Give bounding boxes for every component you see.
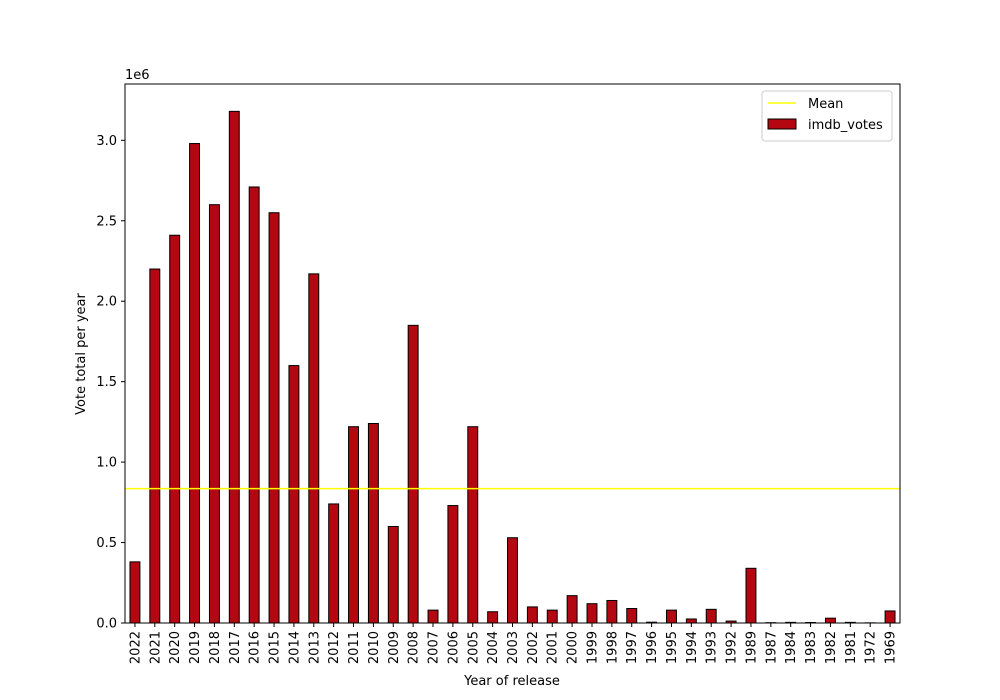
x-tick-label: 2007 (427, 631, 442, 664)
bar (328, 503, 340, 624)
x-tick-label: 2005 (466, 631, 481, 664)
x-tick-label: 1999 (585, 631, 600, 664)
bar (884, 610, 896, 624)
bar (467, 426, 479, 624)
x-tick-label: 2001 (546, 631, 561, 664)
x-tick-label: 2015 (268, 631, 283, 664)
bar (228, 110, 240, 624)
x-tick-label: 2019 (188, 631, 203, 664)
legend: Mean imdb_votes (761, 90, 893, 142)
bar (169, 234, 181, 624)
y-axis: 0.0 0.5 1.0 1.5 2.0 2.5 3.0 (96, 134, 125, 632)
x-tick-label: 1995 (665, 631, 680, 664)
bar-series-imdb-votes (129, 110, 896, 624)
y-tick-label: 0.0 (96, 617, 117, 632)
y-tick-label: 2.5 (96, 214, 117, 229)
x-tick-label: 2021 (148, 631, 163, 664)
bar (129, 561, 141, 624)
bar (586, 603, 598, 624)
x-tick-label: 1982 (824, 631, 839, 664)
x-tick-label: 1994 (685, 631, 700, 664)
bar (606, 599, 618, 624)
y-tick-label: 1.0 (96, 456, 117, 471)
bar (427, 609, 439, 624)
x-tick-label: 1987 (764, 631, 779, 664)
x-axis-label: Year of release (463, 674, 560, 689)
x-tick-label: 1997 (625, 631, 640, 664)
bar (685, 618, 697, 624)
bar (248, 186, 260, 624)
x-tick-label: 2003 (506, 631, 521, 664)
bar (666, 609, 677, 624)
bar (824, 617, 836, 624)
x-tick-label: 1981 (844, 631, 859, 664)
y-tick-label: 3.0 (96, 134, 117, 149)
bar (546, 609, 558, 624)
bar (208, 204, 220, 624)
x-tick-label: 1983 (804, 631, 819, 664)
bar (566, 595, 578, 624)
bar (348, 426, 359, 624)
bar (407, 324, 419, 624)
x-tick-label: 2012 (327, 631, 342, 664)
x-tick-label: 2006 (446, 631, 461, 664)
x-tick-label: 2010 (367, 631, 382, 664)
x-tick-label: 2014 (287, 631, 302, 664)
y-tick-label: 2.0 (96, 295, 117, 310)
bar (367, 422, 379, 624)
y-offset-label: 1e6 (125, 68, 150, 83)
x-tick-label: 1989 (744, 631, 759, 664)
x-tick-label: 1992 (725, 631, 740, 664)
x-tick-label: 1984 (784, 631, 799, 664)
x-tick-label: 2016 (248, 631, 263, 664)
legend-mean-label: Mean (808, 97, 843, 112)
y-tick-label: 1.5 (96, 375, 117, 390)
bar (745, 567, 757, 624)
plot-frame (124, 83, 901, 624)
x-tick-label: 1998 (605, 631, 620, 664)
bar (268, 212, 280, 624)
x-tick-label: 2013 (307, 631, 322, 664)
x-tick-label: 2002 (526, 631, 541, 664)
x-tick-label: 1993 (705, 631, 720, 664)
x-axis: 2022 2021 2020 2019 2018 2017 2016 2015 2014 2013… (128, 623, 899, 664)
x-tick-label: 2020 (168, 631, 183, 664)
bar (308, 273, 320, 624)
x-tick-label: 1969 (884, 631, 899, 664)
bar (149, 268, 161, 624)
x-tick-label: 1996 (645, 631, 660, 664)
x-tick-label: 2022 (128, 631, 143, 664)
bar (526, 606, 538, 624)
bar (487, 611, 499, 624)
bar (288, 365, 300, 624)
x-tick-label: 2017 (228, 631, 243, 664)
x-tick-label: 2011 (347, 631, 362, 664)
x-tick-label: 2004 (486, 631, 501, 664)
x-tick-label: 2008 (407, 631, 422, 664)
bar (447, 505, 459, 624)
y-tick-label: 0.5 (96, 536, 117, 551)
legend-bar-label: imdb_votes (808, 118, 883, 133)
bar (705, 608, 717, 624)
x-tick-label: 2018 (208, 631, 223, 664)
legend-bar-swatch (767, 118, 797, 130)
bar (387, 525, 399, 624)
x-tick-label: 2000 (566, 631, 581, 664)
bar (507, 537, 518, 624)
bar (189, 143, 201, 624)
x-tick-label: 2009 (387, 631, 402, 664)
bar (626, 608, 638, 624)
y-axis-label: Vote total per year (74, 293, 89, 415)
x-tick-label: 1972 (864, 631, 879, 664)
